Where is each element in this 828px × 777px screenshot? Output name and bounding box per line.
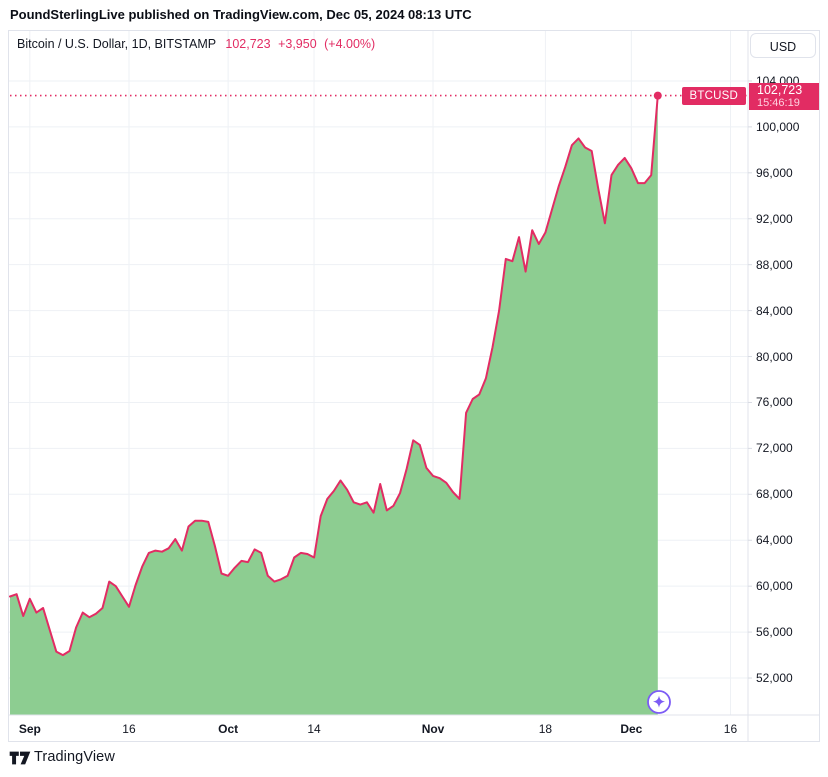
price-tick-label: 56,000 [756, 625, 793, 640]
price-tick-label: 52,000 [756, 671, 793, 686]
tradingview-logo-icon[interactable] [9, 751, 31, 773]
price-tick-label: 68,000 [756, 487, 793, 502]
time-tick-label: Oct [218, 722, 239, 736]
time-tick-label: Nov [421, 722, 445, 736]
price-change-percent: (+4.00%) [324, 37, 376, 51]
time-axis[interactable] [9, 716, 748, 741]
time-tick-label: 14 [307, 722, 321, 736]
time-tick-label: Sep [18, 722, 41, 736]
chart-widget: Bitcoin / U.S. Dollar, 1D, BITSTAMP 102,… [8, 30, 820, 742]
time-tick-label: Dec [620, 722, 643, 736]
price-tick-label: 88,000 [756, 257, 793, 272]
price-tick-label: 60,000 [756, 579, 793, 594]
price-tick-label: 64,000 [756, 533, 793, 548]
sparkle-ai-button[interactable] [646, 689, 672, 715]
sparkle-star-icon [646, 690, 671, 714]
quote-values: 102,723 +3,950 (+4.00%) [225, 37, 379, 51]
time-tick-label: 18 [538, 722, 553, 736]
currency-toggle-button[interactable]: USD [750, 33, 816, 58]
price-tick-label: 72,000 [756, 441, 793, 456]
symbol-price-flag: BTCUSD [681, 86, 746, 105]
price-change-value: +3,950 [278, 37, 317, 51]
price-chart-canvas[interactable] [9, 31, 819, 741]
price-axis[interactable] [749, 31, 819, 715]
price-tick-label: 76,000 [756, 395, 793, 410]
last-price-time: 15:46:19 [757, 96, 800, 109]
time-tick-label: 16 [723, 722, 738, 736]
last-price-value: 102,723 [225, 37, 271, 51]
price-tick-label: 80,000 [756, 349, 793, 364]
chart-legend: Bitcoin / U.S. Dollar, 1D, BITSTAMP 102,… [17, 37, 379, 51]
time-tick-label: 16 [122, 722, 136, 736]
footer-bar: TradingView [0, 742, 828, 777]
price-tick-label: 100,000 [756, 119, 800, 134]
price-tick-label: 92,000 [756, 211, 793, 226]
last-price-text: 102,723 [757, 82, 803, 97]
publisher-bar: PoundSterlingLive published on TradingVi… [0, 0, 828, 30]
symbol-title[interactable]: Bitcoin / U.S. Dollar, 1D, BITSTAMP [17, 37, 216, 51]
tradingview-brand-text[interactable]: TradingView [34, 749, 115, 765]
price-tick-label: 96,000 [756, 165, 793, 180]
publisher-line: PoundSterlingLive published on TradingVi… [10, 7, 472, 22]
price-tick-label: 84,000 [756, 303, 793, 318]
last-price-axis-label: 102,723 15:46:19 [749, 82, 819, 110]
